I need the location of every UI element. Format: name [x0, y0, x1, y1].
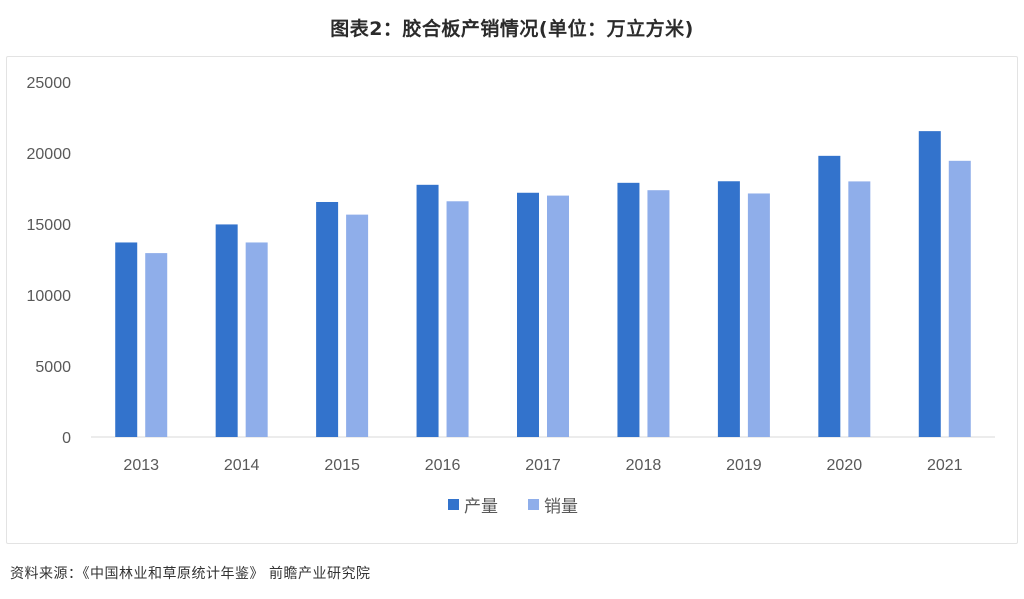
bar-sales — [747, 193, 770, 437]
legend-label-sales: 销量 — [544, 497, 578, 517]
bar-production — [717, 181, 740, 437]
y-tick-label: 15000 — [27, 217, 72, 234]
bar-sales — [547, 195, 569, 437]
bar-production — [416, 184, 439, 437]
bar-production — [115, 242, 138, 437]
bar-sales — [346, 214, 369, 437]
x-tick-label: 2021 — [927, 457, 963, 474]
y-tick-label: 20000 — [27, 146, 72, 163]
y-tick-label: 5000 — [35, 359, 71, 376]
bar-sales — [145, 253, 168, 437]
x-tick-label: 2014 — [224, 457, 260, 474]
bar-sales — [948, 160, 971, 437]
bar-production — [918, 131, 941, 437]
bar-production — [517, 192, 539, 437]
y-tick-label: 25000 — [27, 75, 72, 92]
legend-label-production: 产量 — [464, 497, 498, 517]
bar-production — [316, 201, 339, 437]
chart-frame: 0 5000 10000 15000 20000 25000 2013 2014 2015 201… — [6, 56, 1018, 544]
bar-sales — [446, 201, 469, 437]
x-tick-label: 2020 — [827, 457, 863, 474]
bar-production — [617, 182, 640, 437]
bar-production — [215, 224, 238, 437]
x-tick-label: 2017 — [525, 457, 561, 474]
bar-sales — [647, 190, 670, 437]
bar-sales — [848, 181, 871, 437]
source-note: 资料来源：《中国林业和草原统计年鉴》 前瞻产业研究院 — [10, 566, 371, 582]
x-tick-label: 2016 — [425, 457, 461, 474]
bar-chart: 0 5000 10000 15000 20000 25000 2013 2014 2015 201… — [27, 75, 995, 517]
chart-title: 图表2：胶合板产销情况(单位：万立方米) — [330, 18, 694, 40]
y-tick-label: 10000 — [27, 288, 72, 305]
bar-sales — [245, 242, 268, 437]
x-tick-label: 2018 — [626, 457, 662, 474]
x-tick-label: 2013 — [123, 457, 159, 474]
x-tick-label: 2015 — [324, 457, 360, 474]
bar-production — [818, 155, 841, 437]
legend-swatch-sales — [528, 499, 539, 510]
y-tick-label: 0 — [62, 430, 71, 447]
x-tick-label: 2019 — [726, 457, 762, 474]
legend-swatch-production — [448, 499, 459, 510]
